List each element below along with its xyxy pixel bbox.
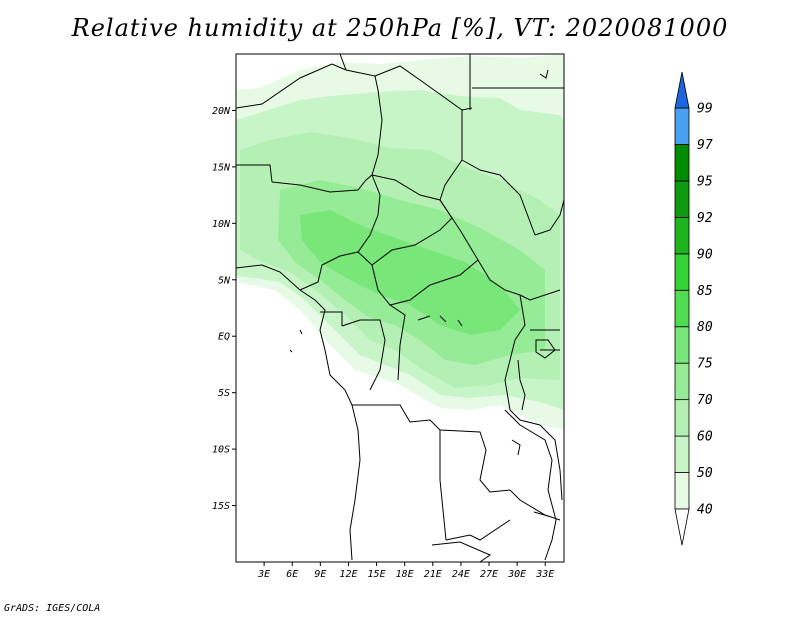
colorbar-segment <box>674 362 690 401</box>
colorbar-label: 85 <box>697 284 713 299</box>
map-frame <box>235 53 565 563</box>
humidity-region-75 <box>300 210 520 335</box>
latitude-axis: 20N 15N 10N 5N EQ 5S 10S 15S <box>212 106 236 512</box>
lon-tick-label: 27E <box>480 569 498 580</box>
colorbar-segment <box>674 399 690 437</box>
lat-tick-label: 15N <box>212 162 231 173</box>
lon-tick-label: 18E <box>396 569 414 580</box>
lat-tick-label: 5N <box>218 275 231 286</box>
colorbar-segment <box>674 326 690 364</box>
colorbar-segment <box>674 289 690 328</box>
colorbar-segment <box>674 253 690 291</box>
lat-tick-label: 10S <box>212 445 230 456</box>
colorbar-label: 50 <box>697 466 713 481</box>
colorbar-bottom-arrow <box>674 508 690 546</box>
colorbar: 40 50 60 70 75 80 85 90 92 95 97 99 <box>674 71 713 546</box>
colorbar-label: 92 <box>697 211 713 226</box>
colorbar-segment <box>674 435 690 473</box>
lon-tick-label: 30E <box>507 569 526 580</box>
colorbar-segment <box>674 144 690 182</box>
lon-tick-label: 33E <box>535 569 554 580</box>
colorbar-label: 95 <box>697 174 713 189</box>
humidity-shading <box>236 54 564 430</box>
lon-tick-label: 24E <box>452 569 470 580</box>
lon-tick-label: 12E <box>339 569 357 580</box>
colorbar-label: 40 <box>697 503 713 518</box>
lon-tick-label: 6E <box>286 569 298 580</box>
colorbar-label: 97 <box>697 138 713 153</box>
colorbar-segment <box>674 180 690 218</box>
lat-tick-label: 5S <box>218 388 230 399</box>
colorbar-segment <box>674 472 690 510</box>
colorbar-label: 80 <box>697 320 713 335</box>
lat-tick-label: 20N <box>212 106 231 117</box>
colorbar-label: 75 <box>697 357 713 372</box>
longitude-axis: 3E 6E 9E 12E 15E 18E 21E 24E 27E 30E 33E <box>257 562 554 580</box>
colorbar-segment <box>674 216 690 255</box>
colorbar-segment <box>674 107 690 145</box>
lat-tick-label: 10N <box>212 219 231 230</box>
colorbar-label: 70 <box>697 393 713 408</box>
lon-tick-label: 15E <box>368 569 386 580</box>
country-borders <box>236 54 564 562</box>
map-title: Relative humidity at 250hPa [%], VT: 202… <box>71 14 729 42</box>
colorbar-label: 90 <box>697 247 713 262</box>
lat-tick-label: 15S <box>212 501 230 512</box>
colorbar-top-arrow <box>674 71 690 109</box>
colorbar-label: 60 <box>697 430 713 445</box>
grads-credit: GrADS: IGES/COLA <box>4 603 101 614</box>
lon-tick-label: 9E <box>314 569 326 580</box>
lon-tick-label: 21E <box>424 569 442 580</box>
lat-tick-label: EQ <box>218 332 230 343</box>
lon-tick-label: 3E <box>257 569 270 580</box>
colorbar-label: 99 <box>697 102 713 117</box>
